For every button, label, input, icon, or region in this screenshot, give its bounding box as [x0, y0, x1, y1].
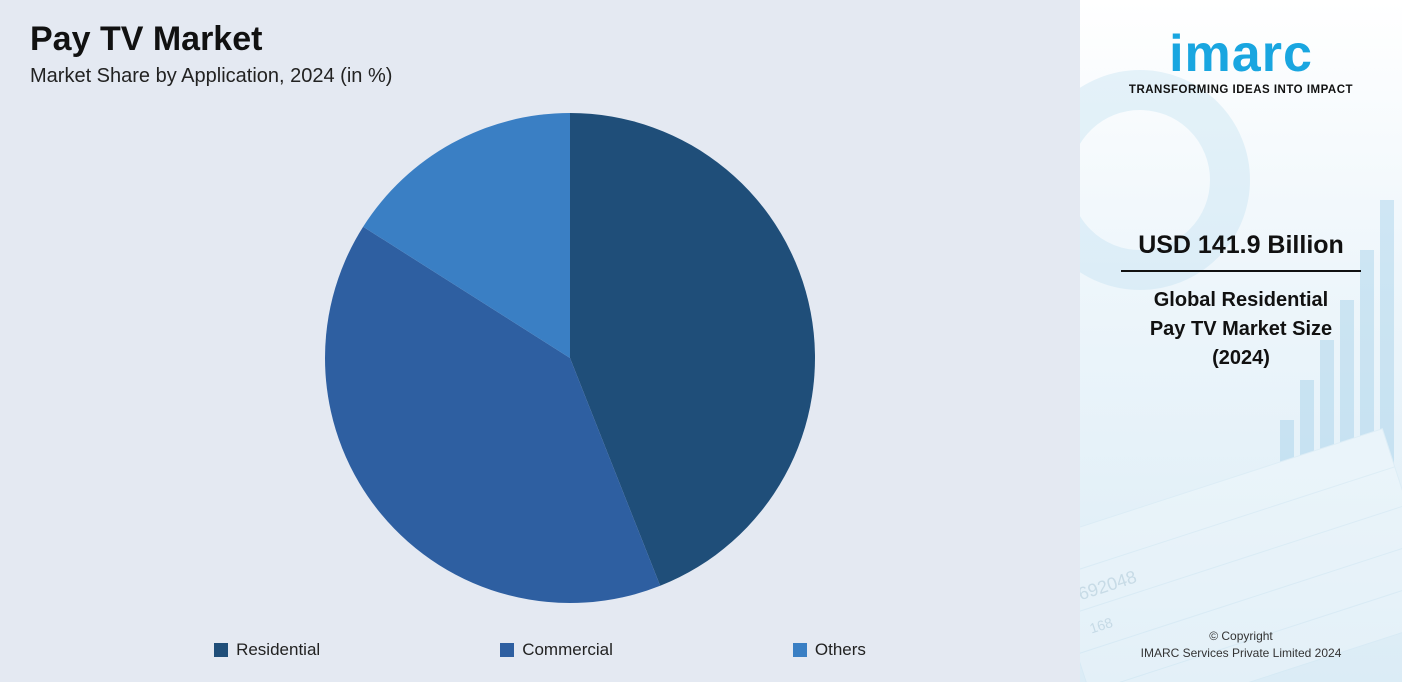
- svg-text:692048: 692048: [1080, 567, 1139, 605]
- legend-item-others: Others: [793, 640, 866, 660]
- stat-block: USD 141.9 Billion Global Residential Pay…: [1111, 231, 1371, 373]
- stat-value: USD 141.9 Billion: [1111, 231, 1371, 270]
- logo-block: imarc TRANSFORMING IDEAS INTO IMPACT: [1129, 28, 1353, 96]
- pie-chart: [30, 98, 1050, 618]
- chart-title: Pay TV Market: [30, 20, 1050, 59]
- legend-swatch: [793, 643, 807, 657]
- stat-divider: [1121, 270, 1361, 272]
- copyright-text: © Copyright IMARC Services Private Limit…: [1080, 628, 1402, 662]
- chart-legend: Residential Commercial Others: [0, 640, 1080, 660]
- stat-label-line3: (2024): [1212, 347, 1270, 369]
- legend-item-residential: Residential: [214, 640, 320, 660]
- stat-label-line2: Pay TV Market Size: [1150, 318, 1332, 340]
- copyright-line1: © Copyright: [1209, 629, 1273, 643]
- legend-swatch: [214, 643, 228, 657]
- pie-chart-container: [30, 98, 1050, 618]
- copyright-line2: IMARC Services Private Limited 2024: [1141, 646, 1342, 660]
- stat-label-line1: Global Residential: [1154, 289, 1328, 311]
- legend-swatch: [500, 643, 514, 657]
- chart-panel: Pay TV Market Market Share by Applicatio…: [0, 0, 1080, 682]
- legend-label: Commercial: [522, 640, 613, 660]
- legend-label: Others: [815, 640, 866, 660]
- legend-label: Residential: [236, 640, 320, 660]
- chart-subtitle: Market Share by Application, 2024 (in %): [30, 65, 1050, 88]
- sidebar-panel: 692048 168 imarc TRANSFORMING IDEAS INTO…: [1080, 0, 1402, 682]
- stat-label: Global Residential Pay TV Market Size (2…: [1111, 286, 1371, 373]
- brand-logo-text: imarc: [1129, 28, 1353, 80]
- brand-tagline: TRANSFORMING IDEAS INTO IMPACT: [1129, 84, 1353, 96]
- legend-item-commercial: Commercial: [500, 640, 613, 660]
